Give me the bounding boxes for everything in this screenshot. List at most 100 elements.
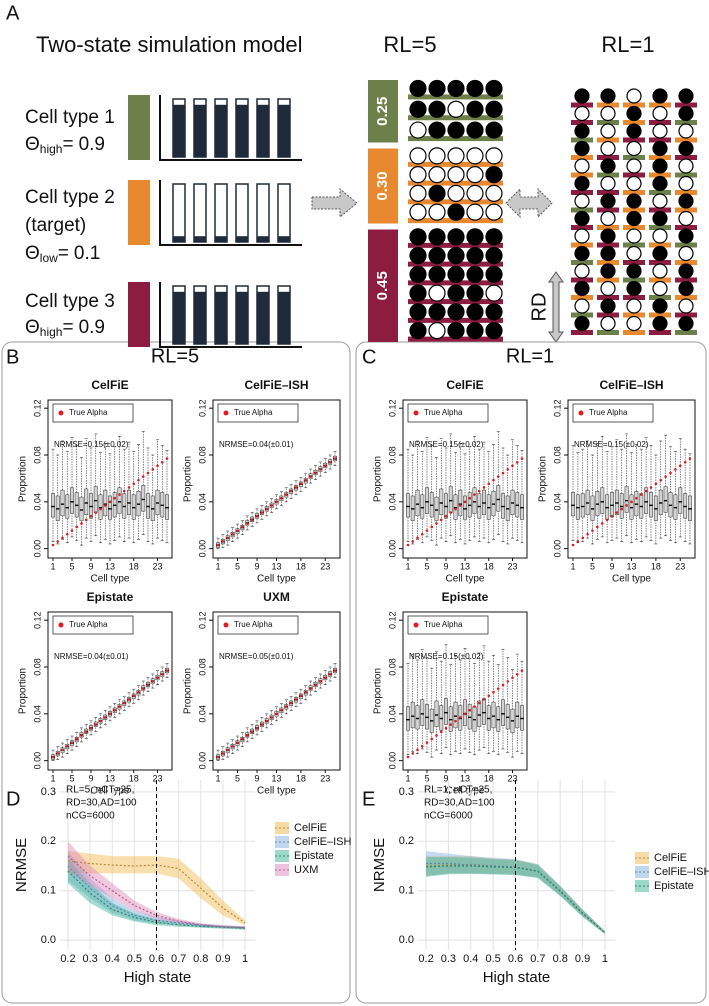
cpg-site [652, 88, 668, 104]
read-bar [675, 277, 697, 283]
cpg-site [652, 123, 668, 139]
read-bar [649, 137, 671, 143]
cpg-site [428, 322, 446, 340]
x-tick-label: 18 [296, 561, 306, 571]
true-alpha-point [501, 471, 505, 475]
cpg-site [626, 315, 642, 332]
true-alpha-point [80, 522, 83, 525]
true-alpha-point [515, 460, 519, 464]
cpg-site [652, 175, 668, 192]
cpg-site [678, 298, 694, 314]
true-alpha-point [99, 719, 102, 723]
y-tick-label: 0.04 [32, 493, 42, 511]
read-bar [649, 120, 671, 125]
true-alpha-point [146, 471, 150, 475]
read-bar [597, 260, 619, 265]
true-alpha-point [132, 482, 136, 486]
read-bar [623, 137, 645, 143]
true-alpha-point [639, 493, 643, 496]
rl1-title: RL=1 [601, 32, 654, 57]
cpg-site [600, 123, 616, 139]
y-tick-label: 0.1 [399, 885, 414, 897]
box [410, 701, 415, 729]
mini-bar [257, 104, 269, 157]
true-alpha-point [430, 737, 434, 741]
true-alpha-point [56, 540, 60, 543]
mini-bar [236, 236, 248, 242]
box [93, 486, 98, 513]
cpg-site [678, 193, 694, 209]
read-bar [675, 330, 697, 335]
chart-title: CelFiE–ISH [244, 378, 308, 392]
read-bar [649, 225, 671, 230]
x-tick-label: 13 [460, 561, 470, 571]
arrow [311, 187, 358, 219]
theta-sub: low [40, 251, 58, 265]
true-alpha-point [482, 698, 486, 701]
read-bar [623, 330, 645, 335]
cpg-site [574, 105, 590, 122]
x-axis-label: Cell type [257, 786, 296, 797]
cpg-site [485, 247, 503, 265]
rd-label: RD [528, 293, 550, 322]
legend-label: True Alpha [69, 620, 108, 629]
true-alpha-point [165, 457, 169, 460]
true-alpha-point [70, 529, 74, 532]
read-bar [597, 190, 619, 195]
cpg-site [626, 245, 642, 262]
legend-key [223, 410, 229, 416]
read-bar [623, 190, 645, 195]
true-alpha-point [669, 471, 672, 475]
mini-bar [278, 236, 290, 242]
true-alpha-point [576, 540, 580, 543]
cpg-site [626, 280, 642, 297]
y-tick-label: 0.00 [387, 752, 397, 770]
box [496, 485, 501, 512]
legend-box [52, 615, 134, 635]
y-axis-label: Proportion [18, 668, 29, 714]
y-tick-label: 0.08 [197, 446, 207, 464]
cpg-site [409, 247, 427, 265]
legend-key [58, 622, 64, 628]
legend-label: UXM [294, 864, 318, 876]
true-alpha-point [323, 464, 327, 468]
y-tick-label: 0.00 [32, 752, 42, 770]
true-alpha-point [280, 708, 283, 712]
ribbon [426, 851, 605, 935]
read-bar [571, 102, 593, 108]
x-tick-label: 13 [271, 773, 281, 783]
x-tick-label: 1 [50, 561, 55, 571]
x-tick-label: 9 [609, 561, 614, 571]
y-axis-label: NRMSE [13, 838, 30, 892]
read-bar [623, 172, 645, 178]
box [434, 496, 439, 521]
rd-arrow [548, 271, 564, 343]
true-alpha-point [319, 680, 322, 683]
true-alpha-point [496, 475, 500, 478]
legend-label: True Alpha [234, 408, 273, 417]
true-alpha-point [156, 464, 159, 468]
read-bar [597, 137, 619, 143]
true-alpha-point [103, 504, 107, 507]
true-alpha-point [89, 726, 93, 730]
true-alpha-point [520, 457, 524, 460]
true-alpha-point [420, 744, 424, 748]
true-alpha-point [61, 748, 64, 752]
theta-symbol: Θ [25, 243, 40, 264]
read-bar [649, 295, 671, 300]
box [515, 701, 520, 729]
cpg-site [574, 245, 590, 262]
box [141, 485, 146, 512]
legend-key [578, 410, 584, 416]
cpg-site [428, 228, 446, 246]
x-tick-label: 13 [105, 773, 115, 783]
true-alpha-point [118, 493, 121, 496]
box [108, 495, 112, 520]
x-tick-label: 0.3 [441, 953, 456, 965]
cpg-site [574, 175, 590, 192]
true-alpha-point [103, 716, 107, 719]
y-tick-label: 0.08 [552, 446, 562, 464]
cpg-site [574, 123, 590, 139]
cpg-site [652, 280, 668, 297]
